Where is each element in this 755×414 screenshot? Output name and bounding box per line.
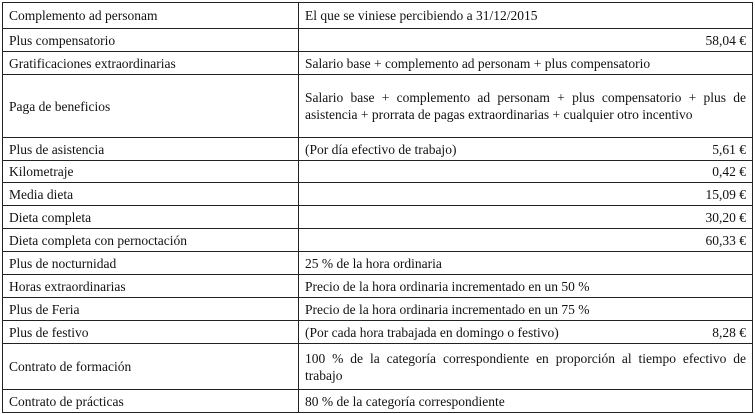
value-cell: Precio de la hora ordinaria incrementado…	[298, 274, 753, 298]
amount-text: 58,04 €	[705, 32, 747, 48]
table-row: Paga de beneficios Salario base + complem…	[2, 74, 753, 138]
table-row: Plus compensatorio 58,04 €	[2, 28, 753, 52]
amount-text: 30,20 €	[705, 209, 747, 225]
concept-cell: Dieta completa con pernoctación	[2, 228, 299, 252]
concept-cell: Horas extraordinarias	[2, 274, 299, 298]
concept-cell: Plus de nocturnidad	[2, 251, 299, 275]
amount-text: 5,61 €	[712, 141, 746, 157]
value-cell: Salario base + complemento ad personam +…	[298, 51, 753, 75]
concept-cell: Contrato de formación	[2, 343, 299, 390]
value-cell: 100 % de la categoría correspondiente en…	[298, 343, 753, 390]
description-text: 25 % de la hora ordinaria	[305, 255, 442, 271]
concept-cell: Dieta completa	[2, 205, 299, 229]
table-row: Contrato de formación 100 % de la categor…	[2, 343, 753, 390]
value-cell: 60,33 €	[298, 228, 753, 252]
amount-text: 15,09 €	[705, 186, 747, 202]
table-row: Dieta completa con pernoctación 60,33 €	[2, 228, 753, 252]
value-cell: Precio de la hora ordinaria incrementado…	[298, 297, 753, 321]
description-text: Salario base + complemento ad personam +…	[305, 55, 651, 71]
value-cell: El que se viniese percibiendo a 31/12/20…	[298, 2, 753, 29]
table-row: Plus de asistencia (Por día efectivo de t…	[2, 137, 753, 161]
description-text: (Por cada hora trabajada en domingo o fe…	[305, 324, 559, 340]
table-row: Plus de Feria Precio de la hora ordinaria…	[2, 297, 753, 321]
amount-text: 60,33 €	[705, 232, 747, 248]
concept-cell: Plus de asistencia	[2, 137, 299, 161]
concept-cell: Kilometraje	[2, 160, 299, 183]
description-text: Salario base + complemento ad personam +…	[305, 90, 746, 122]
value-cell: 58,04 €	[298, 28, 753, 52]
concept-cell: Paga de beneficios	[2, 74, 299, 138]
value-cell: 30,20 €	[298, 205, 753, 229]
amount-text: 8,28 €	[712, 324, 746, 340]
description-text: Precio de la hora ordinaria incrementado…	[305, 278, 590, 294]
table-row: Plus de nocturnidad 25 % de la hora ordin…	[2, 251, 753, 275]
description-text: El que se viniese percibiendo a 31/12/20…	[305, 8, 538, 23]
value-cell: Salario base + complemento ad personam +…	[298, 74, 753, 138]
value-cell: (Por cada hora trabajada en domingo o fe…	[298, 320, 753, 344]
description-text: Precio de la hora ordinaria incrementado…	[305, 301, 590, 317]
table-row: Media dieta 15,09 €	[2, 182, 753, 206]
value-cell: 0,42 €	[298, 160, 753, 183]
value-cell: 25 % de la hora ordinaria	[298, 251, 753, 275]
concept-cell: Plus de Feria	[2, 297, 299, 321]
table-row: Dieta completa 30,20 €	[2, 205, 753, 229]
table-row: Kilometraje 0,42 €	[2, 160, 753, 183]
description-text: (Por día efectivo de trabajo)	[305, 141, 457, 157]
concept-cell: Plus de festivo	[2, 320, 299, 344]
amount-text: 0,42 €	[712, 164, 746, 179]
value-cell: 15,09 €	[298, 182, 753, 206]
concept-cell: Contrato de prácticas	[2, 389, 299, 413]
table-row: Complemento ad personam El que se viniese…	[2, 2, 753, 29]
description-text: 100 % de la categoría correspondiente en…	[305, 350, 746, 383]
concept-cell: Plus compensatorio	[2, 28, 299, 52]
table-row: Plus de festivo (Por cada hora trabajada …	[2, 320, 753, 344]
concept-cell: Media dieta	[2, 182, 299, 206]
concept-cell: Complemento ad personam	[2, 2, 299, 29]
table-row: Contrato de prácticas 80 % de la categorí…	[2, 389, 753, 413]
value-cell: 80 % de la categoría correspondiente	[298, 389, 753, 413]
description-text: 80 % de la categoría correspondiente	[305, 393, 505, 409]
table-row: Horas extraordinarias Precio de la hora o…	[2, 274, 753, 298]
value-cell: (Por día efectivo de trabajo) 5,61 €	[298, 137, 753, 161]
table-row: Gratificaciones extraordinarias Salario b…	[2, 51, 753, 75]
concept-cell: Gratificaciones extraordinarias	[2, 51, 299, 75]
